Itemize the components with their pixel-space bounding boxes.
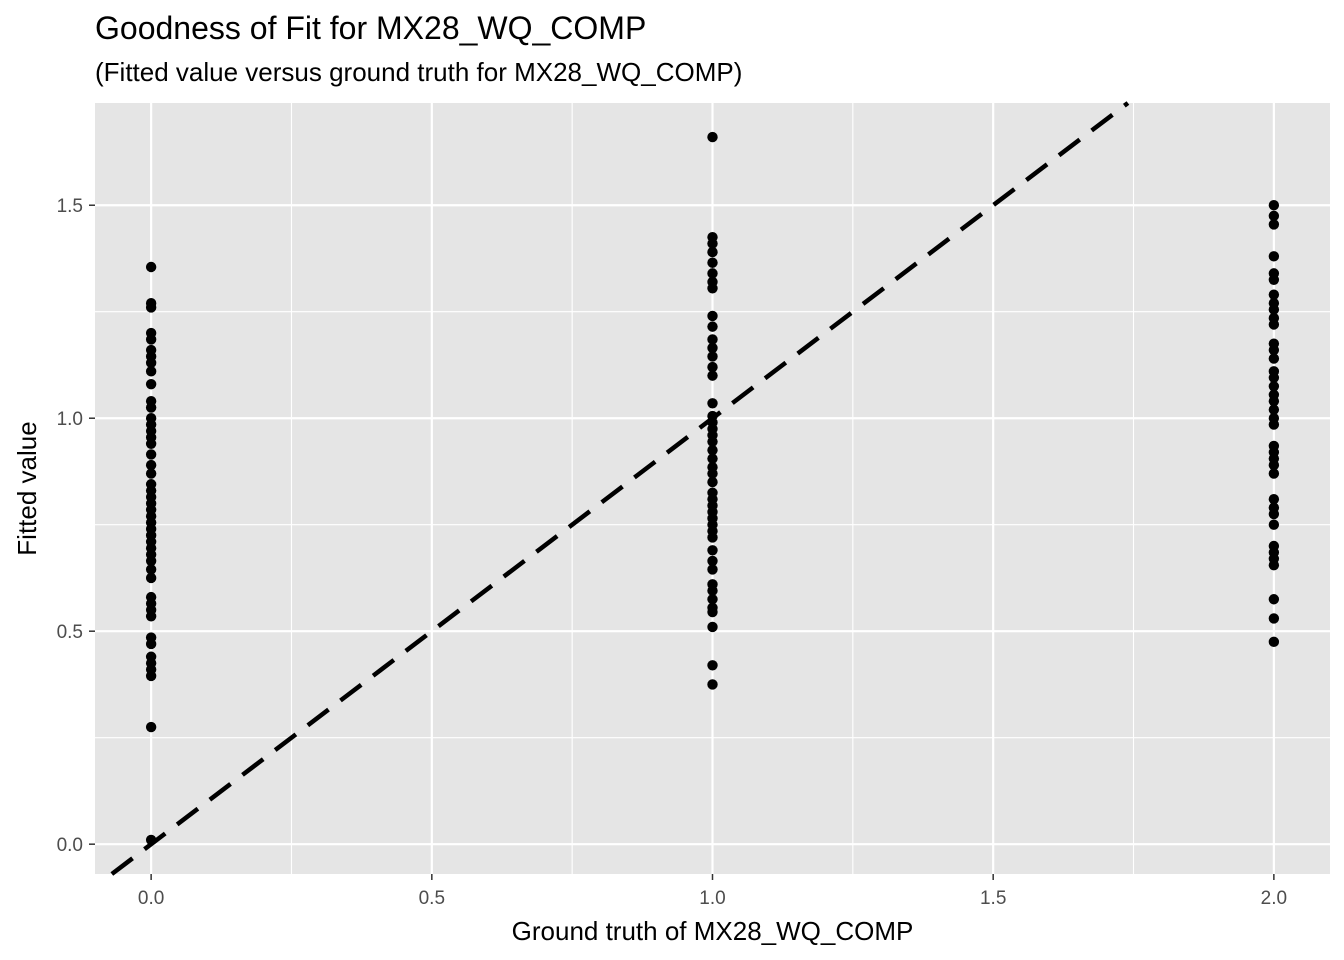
data-point — [1268, 319, 1280, 330]
data-point — [1268, 381, 1280, 392]
data-point — [1268, 289, 1280, 300]
data-point — [1268, 304, 1280, 315]
chart-subtitle: (Fitted value versus ground truth for MX… — [95, 57, 743, 87]
data-point — [1268, 493, 1280, 505]
data-point — [145, 670, 157, 682]
data-point — [1268, 353, 1280, 364]
data-point — [145, 261, 157, 273]
x-tick-label: 0.5 — [419, 888, 445, 909]
data-point — [707, 283, 718, 294]
data-point — [145, 572, 157, 584]
data-point — [1268, 459, 1280, 471]
data-point — [1268, 419, 1280, 430]
x-tick-label: 2.0 — [1261, 888, 1287, 909]
data-point — [707, 532, 718, 543]
data-point — [1268, 594, 1280, 605]
y-axis-ticks: 0.0 0.5 1.0 1.5 — [57, 196, 95, 856]
data-point — [707, 342, 718, 354]
data-point — [707, 679, 718, 690]
data-point — [707, 321, 718, 332]
data-point — [145, 402, 157, 413]
data-point — [1268, 274, 1280, 285]
data-point — [707, 131, 718, 143]
data-point — [707, 310, 718, 322]
data-point — [1268, 508, 1280, 520]
data-point — [707, 476, 718, 488]
y-tick-label: 0.5 — [57, 622, 83, 643]
data-point — [1268, 559, 1280, 571]
data-point — [707, 334, 718, 345]
data-point — [707, 436, 718, 447]
data-point — [1268, 200, 1280, 211]
data-point — [1268, 613, 1280, 624]
data-point — [707, 453, 718, 464]
data-point — [707, 606, 718, 618]
data-point — [1268, 404, 1280, 415]
data-point — [1268, 372, 1280, 383]
data-point — [707, 398, 718, 409]
data-point — [707, 585, 718, 596]
chart-title: Goodness of Fit for MX28_WQ_COMP — [95, 10, 647, 46]
data-point — [145, 468, 157, 479]
data-point — [145, 459, 157, 471]
data-point — [707, 564, 718, 575]
data-point — [707, 621, 718, 633]
data-point — [707, 246, 718, 258]
data-point — [707, 660, 718, 671]
reference-line-y-equals-x — [110, 101, 1130, 876]
data-point — [145, 611, 157, 622]
y-tick-label: 0.0 — [57, 835, 83, 856]
data-point — [707, 468, 718, 479]
data-point — [707, 361, 718, 373]
x-tick-label: 1.0 — [699, 888, 725, 909]
data-point — [707, 257, 718, 268]
data-point — [707, 444, 718, 456]
y-tick-label: 1.5 — [57, 196, 83, 217]
data-point — [145, 334, 157, 345]
data-point — [1268, 395, 1280, 407]
data-point — [145, 555, 157, 567]
x-axis-title: Ground truth of MX28_WQ_COMP — [512, 916, 914, 946]
data-point — [145, 378, 157, 390]
data-point — [707, 238, 718, 249]
data-point — [1268, 251, 1280, 262]
data-point — [145, 302, 157, 313]
data-point — [707, 370, 718, 381]
data-point — [707, 594, 718, 605]
data-point — [145, 721, 157, 733]
x-axis-ticks: 0.0 0.5 1.0 1.5 2.0 — [138, 874, 1287, 909]
data-point — [145, 357, 157, 369]
data-points — [145, 131, 1280, 846]
data-point — [1268, 219, 1280, 230]
y-axis-title: Fitted value — [12, 421, 42, 555]
data-point — [1268, 210, 1280, 222]
data-point — [707, 268, 718, 279]
data-point — [145, 438, 157, 449]
data-point — [1268, 344, 1280, 356]
x-tick-label: 1.5 — [980, 888, 1006, 909]
data-point — [707, 545, 718, 556]
data-point — [1268, 519, 1280, 530]
data-point — [145, 366, 157, 377]
data-point — [145, 449, 157, 460]
data-point — [1268, 636, 1280, 648]
data-point — [145, 564, 157, 575]
data-point — [707, 351, 718, 362]
data-point — [1268, 468, 1280, 479]
data-point — [145, 638, 157, 650]
y-tick-label: 1.0 — [57, 409, 83, 430]
x-tick-label: 0.0 — [138, 888, 164, 909]
data-point — [707, 555, 718, 567]
